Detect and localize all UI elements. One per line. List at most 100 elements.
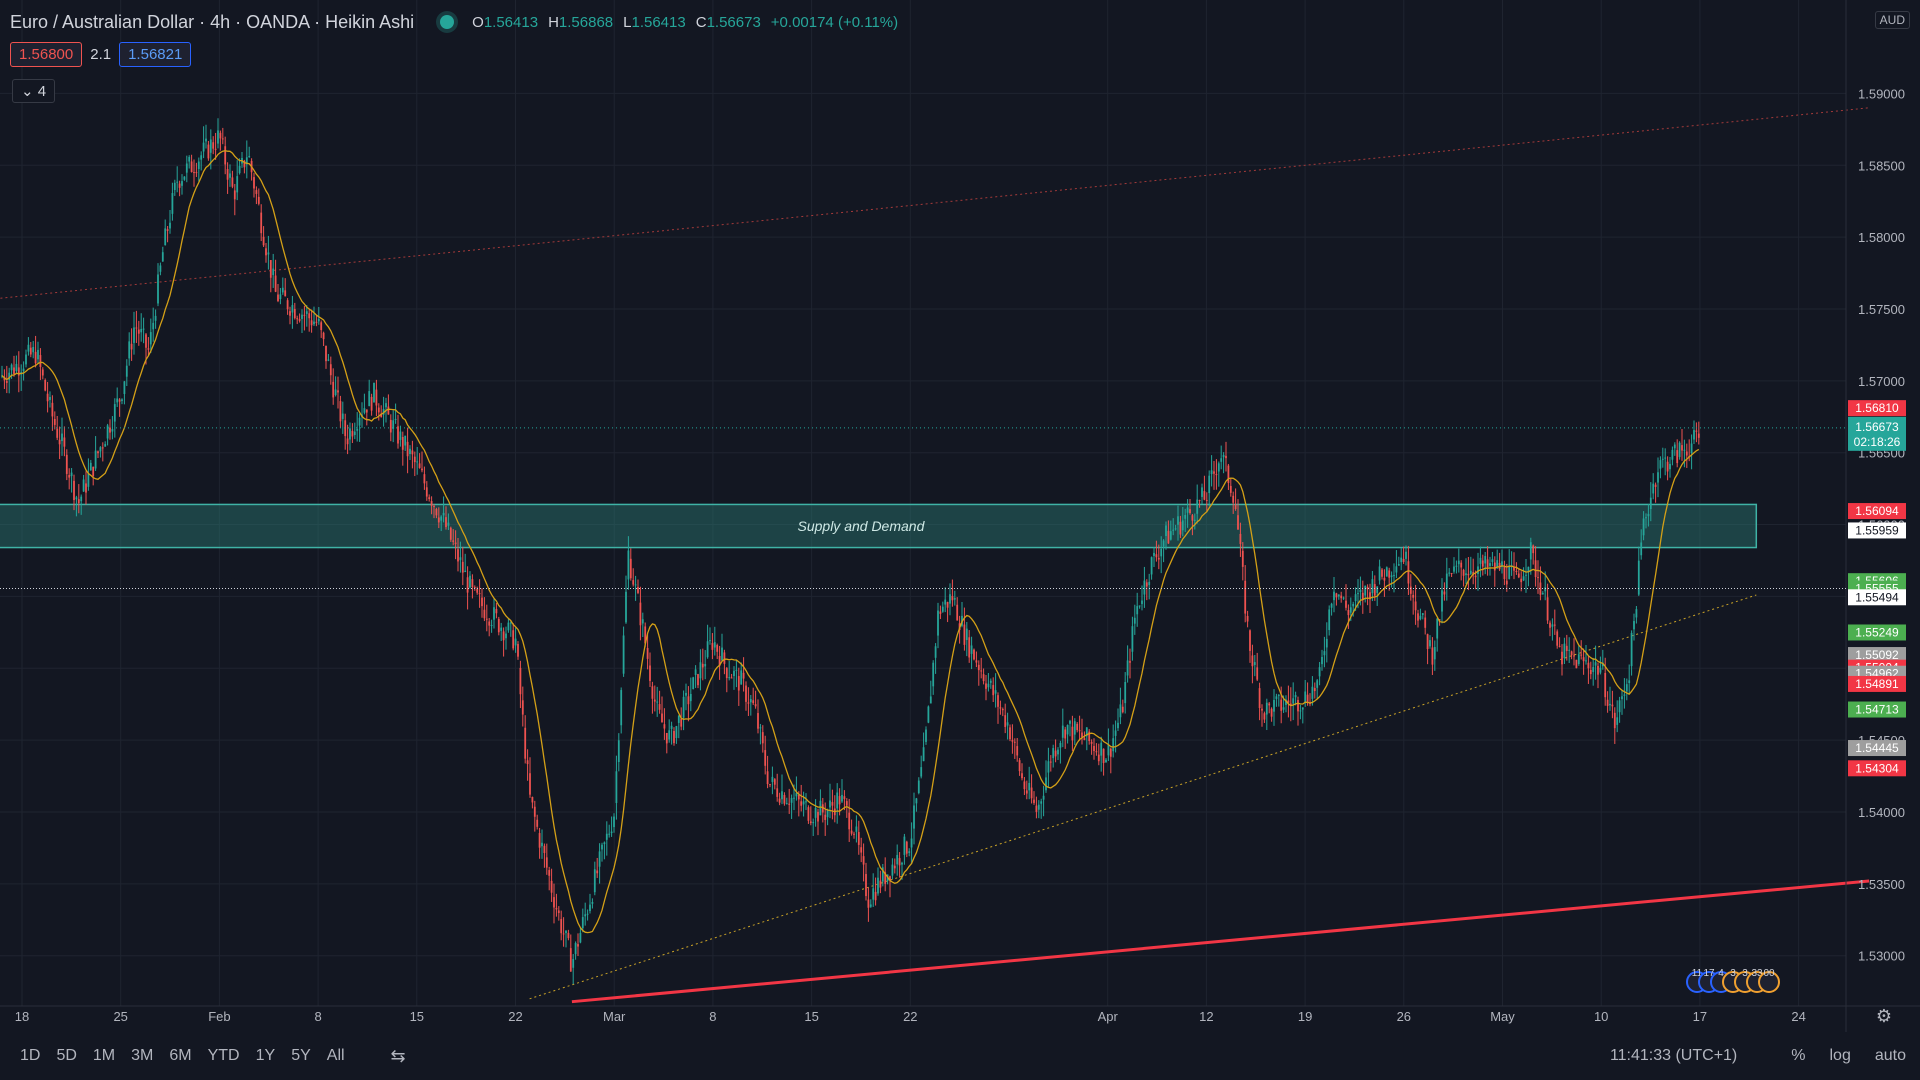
- candle-body: [437, 517, 440, 523]
- candle-body: [303, 314, 306, 316]
- candle-body: [901, 862, 903, 865]
- candle-body: [1460, 562, 1463, 568]
- percent-toggle[interactable]: %: [1791, 1047, 1806, 1064]
- candle-body: [829, 800, 831, 808]
- candle-body: [1573, 655, 1575, 657]
- candle-body: [632, 580, 635, 585]
- candle-body: [949, 594, 951, 604]
- candle-body: [1455, 565, 1458, 567]
- candle-body: [286, 300, 289, 310]
- candle-body: [260, 212, 263, 234]
- candle-body: [1057, 749, 1059, 755]
- candle-body: [814, 807, 817, 818]
- timeframe-5d[interactable]: 5D: [56, 1047, 77, 1064]
- timeframe-ytd[interactable]: YTD: [207, 1047, 240, 1064]
- candle-body: [1477, 566, 1479, 574]
- candle-body: [502, 631, 505, 641]
- candle-body: [1213, 471, 1215, 474]
- candle-body: [896, 854, 899, 865]
- candle-body: [1234, 504, 1237, 510]
- candle-body: [1352, 603, 1355, 607]
- candle-body: [1150, 557, 1153, 575]
- candle-body: [1167, 530, 1170, 544]
- timeframe-1y[interactable]: 1Y: [255, 1047, 276, 1064]
- candle-body: [416, 461, 419, 463]
- candle-body: [1249, 630, 1251, 651]
- candle-body: [125, 365, 128, 377]
- candle-body: [1023, 781, 1026, 790]
- candle-body: [644, 626, 647, 644]
- event-count: 17: [1703, 968, 1715, 979]
- candle-body: [1246, 615, 1249, 622]
- sell-button[interactable]: 1.56800: [10, 42, 83, 67]
- candle-body: [46, 393, 49, 402]
- change-value: +0.00174 (+0.11%): [770, 13, 899, 31]
- time-tick-label: Mar: [603, 1009, 626, 1024]
- price-label-bg: [1848, 624, 1906, 641]
- candle-body: [58, 439, 61, 445]
- candle-body: [1330, 603, 1333, 608]
- candle-body: [313, 321, 315, 325]
- candle-body: [1261, 708, 1263, 711]
- auto-toggle[interactable]: auto: [1874, 1047, 1906, 1064]
- timeframe-1m[interactable]: 1M: [92, 1047, 116, 1064]
- candle-body: [1474, 575, 1477, 578]
- candle-body: [1061, 725, 1064, 738]
- candle-body: [531, 797, 534, 803]
- candle-body: [778, 798, 781, 803]
- timeframe-6m[interactable]: 6M: [169, 1047, 192, 1064]
- candle-body: [207, 144, 210, 159]
- price-label: 1.55092: [1855, 648, 1899, 662]
- candle-body: [1414, 601, 1417, 611]
- candle-body: [557, 910, 560, 913]
- candle-body: [665, 732, 668, 744]
- candle-body: [353, 431, 356, 436]
- symbol-title[interactable]: Euro / Australian Dollar · 4h · OANDA · …: [10, 11, 415, 32]
- candle-body: [740, 670, 743, 685]
- candle-body: [982, 674, 985, 682]
- clock[interactable]: 11:41:33 (UTC+1): [1609, 1047, 1738, 1064]
- candle-body: [39, 355, 42, 367]
- candle-body: [1102, 748, 1105, 764]
- date-range-icon[interactable]: ⇆: [390, 1045, 406, 1066]
- candle-body: [1395, 566, 1398, 573]
- timeframe-all[interactable]: All: [326, 1047, 345, 1064]
- candle-body: [1153, 552, 1155, 556]
- candle-body: [956, 604, 959, 621]
- candle-body: [1076, 723, 1079, 731]
- candle-body: [1647, 513, 1650, 517]
- currency-badge[interactable]: AUD: [1874, 11, 1910, 29]
- price-chart[interactable]: Supply and Demand 1.59000 1.58500 1.58000 1…: [0, 0, 1920, 1032]
- candle-body: [625, 591, 627, 623]
- timeframe-3m[interactable]: 3M: [131, 1047, 154, 1064]
- candle-body: [1397, 564, 1400, 566]
- candle-body: [771, 776, 774, 782]
- timeframe-1d[interactable]: 1D: [20, 1047, 41, 1064]
- candle-body: [1342, 597, 1345, 599]
- candle-body: [781, 791, 783, 800]
- price-tick-label: 1.57000: [1858, 374, 1905, 389]
- candle-body: [301, 314, 303, 319]
- candle-body: [1081, 732, 1083, 738]
- candle-body: [970, 645, 973, 654]
- time-tick-label: 15: [410, 1009, 424, 1024]
- open-value: 1.56413: [483, 13, 539, 31]
- candle-body: [1616, 717, 1619, 725]
- price-label-bg: [1848, 400, 1906, 417]
- candle-body: [1525, 574, 1527, 576]
- candle-body: [862, 856, 865, 865]
- buy-button[interactable]: 1.56821: [119, 42, 192, 67]
- timeframe-5y[interactable]: 5Y: [291, 1047, 311, 1064]
- candle-body: [699, 662, 702, 679]
- indicators-toggle[interactable]: ⌄ 4: [12, 79, 56, 103]
- candle-body: [1148, 581, 1151, 586]
- candle-body: [1172, 529, 1175, 531]
- log-toggle[interactable]: log: [1829, 1047, 1851, 1064]
- candle-body: [49, 396, 51, 400]
- candle-body: [281, 287, 284, 293]
- candle-body: [841, 794, 843, 802]
- candle-body: [161, 252, 164, 262]
- candle-body: [1611, 704, 1614, 707]
- candle-body: [680, 718, 683, 727]
- candle-body: [1105, 759, 1107, 763]
